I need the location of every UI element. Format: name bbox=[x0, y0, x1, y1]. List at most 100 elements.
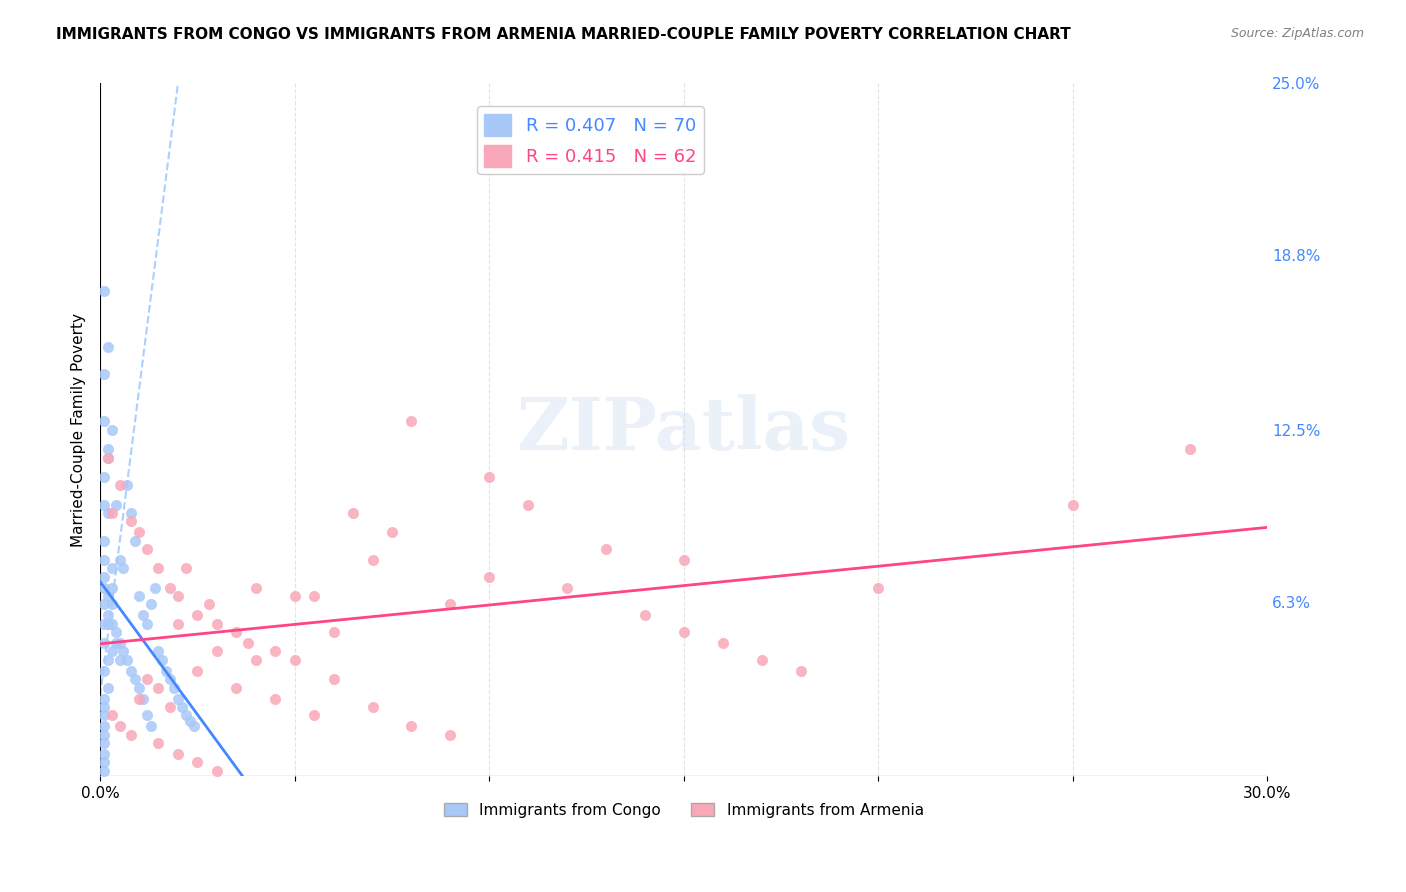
Point bbox=[120, 506, 142, 520]
Point bbox=[93, 764, 115, 778]
Point bbox=[93, 636, 115, 650]
Point bbox=[789, 664, 811, 678]
Point bbox=[101, 561, 124, 575]
Point bbox=[93, 569, 115, 583]
Point bbox=[159, 699, 181, 714]
Point bbox=[159, 581, 181, 595]
Point bbox=[555, 581, 578, 595]
Point bbox=[167, 747, 190, 761]
Point bbox=[117, 653, 139, 667]
Point bbox=[93, 415, 115, 429]
Point bbox=[101, 581, 124, 595]
Point bbox=[672, 625, 695, 640]
Point bbox=[186, 756, 208, 770]
Point bbox=[93, 756, 115, 770]
Point bbox=[93, 736, 115, 750]
Point bbox=[97, 506, 120, 520]
Point bbox=[135, 672, 157, 686]
Point bbox=[97, 340, 120, 354]
Point bbox=[167, 616, 190, 631]
Point bbox=[401, 719, 423, 733]
Point bbox=[148, 681, 170, 695]
Point bbox=[112, 644, 135, 658]
Point bbox=[170, 699, 193, 714]
Point bbox=[93, 691, 115, 706]
Point bbox=[322, 625, 344, 640]
Point bbox=[108, 636, 131, 650]
Point bbox=[186, 664, 208, 678]
Point bbox=[108, 719, 131, 733]
Point bbox=[245, 581, 267, 595]
Point bbox=[97, 681, 120, 695]
Point bbox=[1062, 498, 1084, 512]
Point bbox=[225, 681, 247, 695]
Point bbox=[112, 561, 135, 575]
Point bbox=[93, 699, 115, 714]
Point bbox=[93, 664, 115, 678]
Point bbox=[478, 470, 501, 484]
Point bbox=[167, 691, 190, 706]
Point bbox=[101, 708, 124, 723]
Point bbox=[97, 616, 120, 631]
Point bbox=[167, 589, 190, 603]
Point bbox=[150, 653, 173, 667]
Point bbox=[139, 598, 162, 612]
Point bbox=[120, 728, 142, 742]
Point bbox=[174, 708, 197, 723]
Point bbox=[148, 561, 170, 575]
Point bbox=[104, 636, 127, 650]
Point bbox=[159, 672, 181, 686]
Point bbox=[108, 478, 131, 492]
Point bbox=[97, 450, 120, 465]
Point bbox=[128, 691, 150, 706]
Point bbox=[93, 616, 115, 631]
Point bbox=[97, 608, 120, 623]
Point bbox=[97, 589, 120, 603]
Point bbox=[108, 553, 131, 567]
Point bbox=[205, 644, 228, 658]
Point bbox=[439, 728, 461, 742]
Point bbox=[97, 442, 120, 457]
Point bbox=[93, 553, 115, 567]
Point bbox=[93, 581, 115, 595]
Point bbox=[868, 581, 890, 595]
Point bbox=[155, 664, 177, 678]
Point bbox=[93, 533, 115, 548]
Point bbox=[143, 581, 166, 595]
Point bbox=[135, 708, 157, 723]
Point bbox=[132, 608, 155, 623]
Legend: Immigrants from Congo, Immigrants from Armenia: Immigrants from Congo, Immigrants from A… bbox=[437, 797, 929, 824]
Point bbox=[124, 672, 146, 686]
Point bbox=[93, 719, 115, 733]
Point bbox=[179, 714, 201, 728]
Point bbox=[284, 653, 307, 667]
Point bbox=[117, 478, 139, 492]
Point bbox=[264, 644, 287, 658]
Point bbox=[302, 708, 325, 723]
Point bbox=[97, 653, 120, 667]
Point bbox=[93, 747, 115, 761]
Text: IMMIGRANTS FROM CONGO VS IMMIGRANTS FROM ARMENIA MARRIED-COUPLE FAMILY POVERTY C: IMMIGRANTS FROM CONGO VS IMMIGRANTS FROM… bbox=[56, 27, 1071, 42]
Point bbox=[634, 608, 657, 623]
Point bbox=[381, 525, 404, 540]
Point bbox=[284, 589, 307, 603]
Point bbox=[225, 625, 247, 640]
Point bbox=[101, 423, 124, 437]
Point bbox=[401, 415, 423, 429]
Point bbox=[128, 681, 150, 695]
Point bbox=[264, 691, 287, 706]
Point bbox=[135, 541, 157, 556]
Point bbox=[517, 498, 540, 512]
Point bbox=[672, 553, 695, 567]
Point bbox=[198, 598, 221, 612]
Point bbox=[120, 514, 142, 528]
Point bbox=[124, 533, 146, 548]
Point bbox=[93, 285, 115, 299]
Point bbox=[439, 598, 461, 612]
Y-axis label: Married-Couple Family Poverty: Married-Couple Family Poverty bbox=[72, 313, 86, 547]
Point bbox=[205, 616, 228, 631]
Point bbox=[93, 598, 115, 612]
Point bbox=[711, 636, 734, 650]
Point bbox=[1178, 442, 1201, 457]
Point bbox=[139, 719, 162, 733]
